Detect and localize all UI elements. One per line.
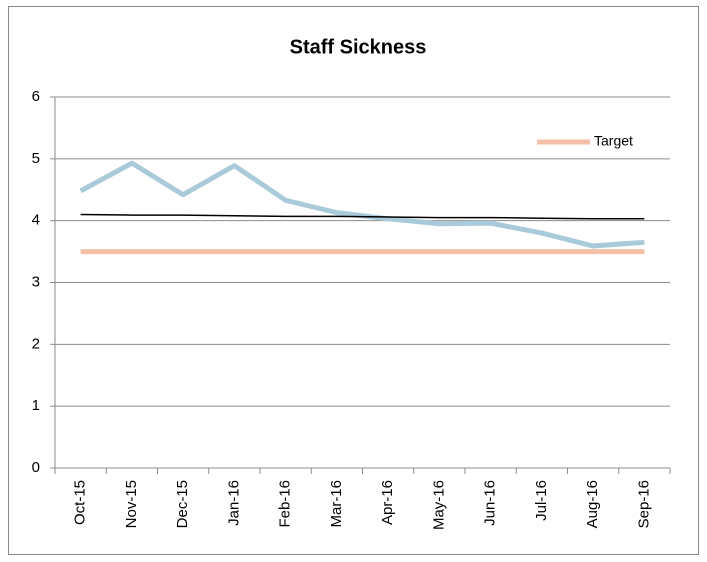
chart-title: Staff Sickness xyxy=(290,36,427,58)
series-line xyxy=(80,213,645,220)
x-tick-label: Aug-16 xyxy=(584,480,601,528)
x-tick-label: Feb-16 xyxy=(277,480,294,528)
y-tick-label: 4 xyxy=(32,212,40,229)
x-tick-label: Jun-16 xyxy=(482,480,499,526)
x-tick-label: Oct-15 xyxy=(72,480,89,525)
y-tick-label: 0 xyxy=(32,459,40,476)
x-tick-label: Jan-16 xyxy=(225,480,242,526)
chart-border xyxy=(8,6,699,555)
series-line xyxy=(79,160,645,249)
y-tick-label: 2 xyxy=(32,335,40,352)
x-tick-label: Nov-15 xyxy=(123,480,140,528)
x-tick-label: Jul-16 xyxy=(533,480,550,521)
y-tick-label: 6 xyxy=(32,88,40,105)
x-tick-label: Apr-16 xyxy=(379,480,396,525)
x-tick-label: Sep-16 xyxy=(635,480,652,528)
x-tick-label: Mar-16 xyxy=(328,480,345,528)
x-tick-label: Dec-15 xyxy=(174,480,191,528)
x-tick-label: May-16 xyxy=(430,480,447,530)
y-tick-label: 3 xyxy=(32,273,40,290)
y-tick-label: 1 xyxy=(32,397,40,414)
legend-label: Target xyxy=(594,133,633,149)
y-tick-label: 5 xyxy=(32,150,40,167)
